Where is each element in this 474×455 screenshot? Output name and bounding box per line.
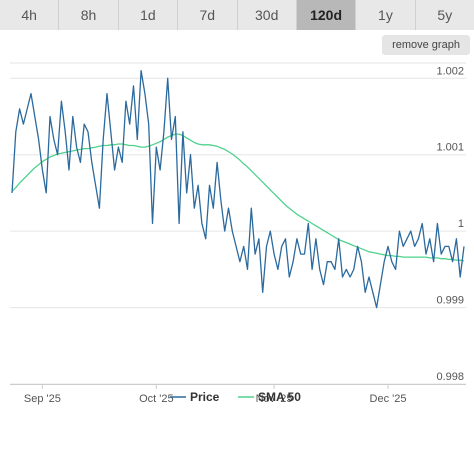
y-tick-label: 1.001 bbox=[436, 142, 464, 154]
y-tick-label: 0.999 bbox=[436, 295, 464, 307]
tab-1y[interactable]: 1y bbox=[356, 0, 416, 30]
price-chart: 0.998 0.999 1 1.001 1.002 Sep '25 Oct '25 Nov … bbox=[10, 62, 466, 405]
tab-4h[interactable]: 4h bbox=[0, 0, 60, 30]
x-tick-label: Sep '25 bbox=[24, 393, 61, 405]
x-tick-label: Nov '25 bbox=[256, 393, 293, 405]
y-tick-label: 1.002 bbox=[436, 65, 464, 77]
tab-120d[interactable]: 120d bbox=[296, 0, 357, 30]
tab-5y[interactable]: 5y bbox=[415, 0, 474, 30]
grid-lines bbox=[10, 62, 466, 385]
legend-label: SMA 50 bbox=[258, 390, 301, 404]
y-axis-ticks: 0.998 0.999 1 1.001 1.002 bbox=[436, 65, 464, 383]
legend[interactable]: Price SMA 50 bbox=[170, 390, 301, 404]
tab-7d[interactable]: 7d bbox=[178, 0, 238, 30]
timeframe-tabs: 4h 8h 1d 7d 30d 120d 1y 5y bbox=[0, 0, 474, 30]
tab-1d[interactable]: 1d bbox=[118, 0, 179, 30]
tab-8h[interactable]: 8h bbox=[59, 0, 119, 30]
price-series-line bbox=[11, 69, 465, 309]
tab-30d[interactable]: 30d bbox=[237, 0, 297, 30]
x-tick-label: Dec '25 bbox=[370, 393, 407, 405]
x-axis-ticks: Sep '25 Oct '25 Nov '25 Dec '25 bbox=[10, 384, 466, 405]
remove-graph-button[interactable]: remove graph bbox=[382, 35, 470, 55]
x-tick-label: Oct '25 bbox=[139, 393, 174, 405]
y-tick-label: 0.998 bbox=[436, 371, 464, 383]
legend-item-price[interactable]: Price bbox=[170, 390, 220, 404]
legend-label: Price bbox=[190, 390, 220, 404]
sma-50-series-line bbox=[11, 133, 465, 262]
series-lines bbox=[11, 69, 465, 309]
legend-item-sma-50[interactable]: SMA 50 bbox=[238, 390, 301, 404]
y-tick-label: 1 bbox=[458, 218, 464, 230]
